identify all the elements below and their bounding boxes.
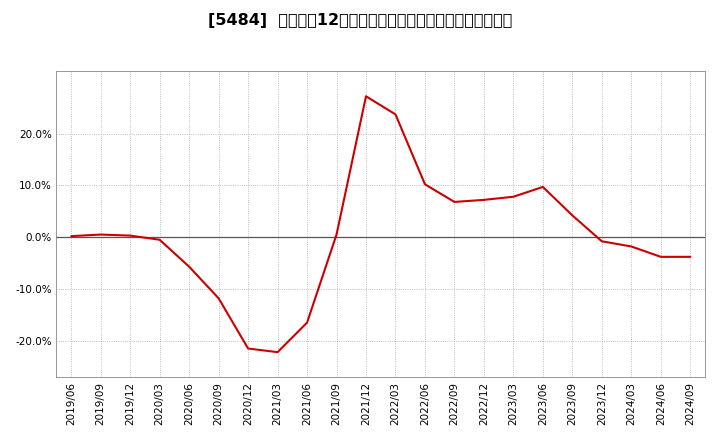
Text: [5484]  売上高の12か月移動合計の対前年同期増減率の推移: [5484] 売上高の12か月移動合計の対前年同期増減率の推移 [208, 13, 512, 28]
